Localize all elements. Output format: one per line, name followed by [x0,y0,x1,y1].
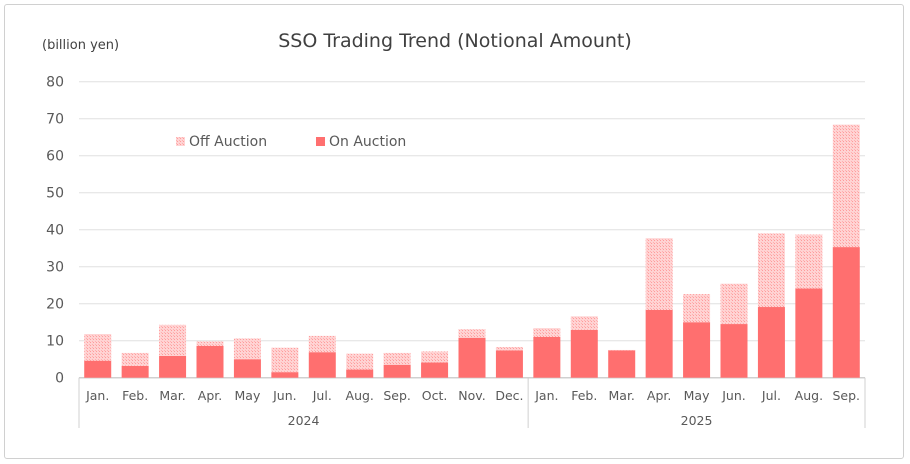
bar-on-auction [84,360,112,378]
bar-off-auction [196,341,224,346]
bar-on-auction [720,324,748,378]
bar-on-auction [495,350,523,378]
x-tick-label: May [684,388,710,403]
chart-frame [4,4,904,459]
bar-on-auction [159,355,187,378]
bar-on-auction [233,359,261,378]
x-tick-label: Jul. [761,388,781,403]
legend-swatch-off-auction [176,137,185,146]
x-tick-label: Sep. [383,388,411,403]
bar-off-auction [271,347,299,373]
bar-off-auction [121,352,149,366]
x-tick-label: Aug. [795,388,823,403]
bar-off-auction [383,352,411,365]
x-tick-label: Jun. [272,388,297,403]
y-tick-label: 50 [46,186,64,202]
x-tick-label: Aug. [346,388,374,403]
bar-off-auction [84,334,112,361]
bar-on-auction [795,288,823,378]
bar-on-auction [271,372,299,378]
x-tick-label: Apr. [198,388,222,403]
bar-on-auction [196,345,224,378]
x-tick-label: Feb. [122,388,148,403]
y-axis-unit-label: (billion yen) [42,38,120,53]
bar-off-auction [458,329,486,338]
bar-off-auction [757,233,785,308]
y-tick-label: 60 [46,149,64,165]
legend-label-on-auction: On Auction [329,134,406,150]
bar-off-auction [832,124,860,248]
bar-on-auction [308,352,336,378]
bar-on-auction [383,364,411,378]
bar-on-auction [121,365,149,378]
chart-title: SSO Trading Trend (Notional Amount) [278,30,632,52]
bar-on-auction [645,309,673,378]
y-tick-label: 0 [55,371,64,387]
legend-label-off-auction: Off Auction [189,134,267,150]
x-tick-label: Jan. [534,388,558,403]
bar-on-auction [421,362,449,378]
group-label: 2024 [288,413,320,428]
x-tick-label: Jan. [85,388,109,403]
legend-swatch-on-auction [316,137,325,146]
y-tick-label: 70 [46,112,64,128]
x-tick-label: May [235,388,261,403]
bar-on-auction [832,247,860,378]
x-tick-label: Apr. [647,388,671,403]
x-tick-label: Dec. [495,388,523,403]
y-tick-label: 40 [46,223,64,239]
y-tick-label: 80 [46,75,64,91]
bar-off-auction [683,294,711,323]
bar-off-auction [570,316,598,330]
group-label: 2025 [681,413,713,428]
bar-on-auction [458,337,486,378]
bar-on-auction [608,350,636,378]
x-tick-label: Jul. [312,388,332,403]
x-tick-label: Sep. [833,388,861,403]
bar-on-auction [570,329,598,378]
bar-on-auction [757,307,785,378]
x-tick-label: Mar. [609,388,635,403]
bar-off-auction [645,238,673,310]
bar-off-auction [346,353,374,370]
bar-on-auction [346,369,374,378]
x-tick-label: Mar. [159,388,185,403]
bar-off-auction [308,335,336,353]
bar-off-auction [533,328,561,337]
bar-off-auction [233,338,261,360]
bar-off-auction [495,346,523,351]
y-tick-label: 10 [46,334,64,350]
x-tick-label: Feb. [571,388,597,403]
bar-on-auction [533,337,561,378]
x-tick-label: Jun. [721,388,746,403]
bar-off-auction [720,283,748,325]
bar-off-auction [421,351,449,363]
x-tick-label: Oct. [422,388,448,403]
bar-off-auction [159,324,187,356]
x-tick-label: Nov. [458,388,485,403]
bar-off-auction [795,234,823,289]
bar-on-auction [683,322,711,378]
y-tick-label: 30 [46,260,64,276]
y-tick-label: 20 [46,297,64,313]
